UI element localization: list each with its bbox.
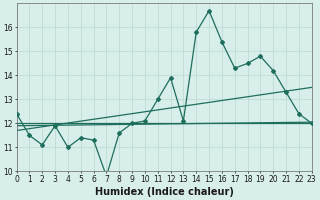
X-axis label: Humidex (Indice chaleur): Humidex (Indice chaleur): [95, 187, 234, 197]
